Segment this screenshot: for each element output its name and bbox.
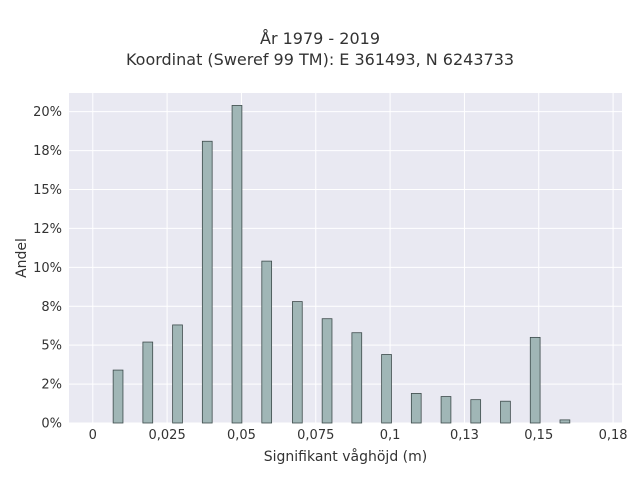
y-tick-label: 15%	[33, 183, 62, 198]
x-tick-label: 0,15	[524, 428, 553, 443]
x-tick-label: 0,075	[297, 428, 334, 443]
bars	[112, 105, 571, 424]
x-tick-label: 0,05	[227, 428, 256, 443]
histogram-bar	[381, 354, 392, 424]
histogram-bar	[142, 341, 154, 424]
y-axis-label: Andel	[14, 238, 30, 278]
histogram-bar	[261, 260, 273, 424]
x-tick-label: 0,18	[599, 428, 628, 443]
histogram-bar	[321, 318, 333, 424]
y-tick-label: 5%	[41, 339, 62, 354]
y-tick-label: 12%	[33, 222, 62, 237]
x-tick-label: 0,13	[450, 428, 479, 443]
x-axis-ticks: 0 0,025 0,05 0,075 0,1 0,13 0,15 0,18	[89, 428, 628, 443]
y-tick-label: 20%	[33, 105, 62, 120]
y-tick-label: 10%	[33, 261, 62, 276]
histogram-bar	[470, 399, 482, 424]
chart-title-line-2: Koordinat (Sweref 99 TM): E 361493, N 62…	[125, 50, 515, 69]
x-tick-label: 0,1	[380, 428, 401, 443]
histogram-bar	[559, 419, 571, 424]
histogram-bar	[529, 336, 541, 424]
y-tick-label: 8%	[41, 300, 62, 315]
histogram-bar	[500, 400, 511, 424]
y-tick-label: 0%	[41, 417, 62, 432]
y-tick-label: 2%	[41, 378, 62, 393]
histogram-bar	[112, 369, 124, 424]
histogram-bar	[440, 396, 452, 424]
histogram-bar	[410, 393, 422, 424]
chart-title: År 1979 - 2019 Koordinat (Sweref 99 TM):…	[0, 28, 640, 70]
histogram-bar	[292, 301, 303, 424]
histogram-bar	[231, 105, 243, 424]
x-tick-label: 0	[89, 428, 97, 443]
plot-area	[69, 93, 622, 423]
histogram-bar	[351, 332, 363, 424]
y-tick-label: 18%	[33, 144, 62, 159]
x-tick-label: 0,025	[149, 428, 186, 443]
y-axis-ticks: 0% 2% 5% 8% 10% 12% 15% 18% 20%	[33, 105, 62, 431]
chart-title-line-1: År 1979 - 2019	[260, 29, 380, 48]
x-axis-label: Signifikant våghöjd (m)	[264, 448, 427, 465]
histogram-bar	[201, 140, 213, 424]
histogram-bar	[172, 324, 183, 424]
